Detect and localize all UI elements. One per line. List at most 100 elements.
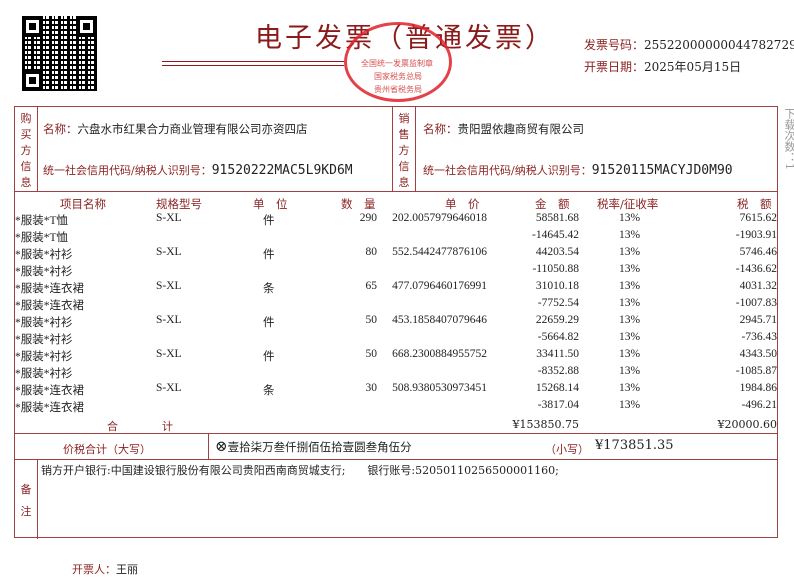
cell-rate: 13%: [619, 331, 641, 343]
cell-name: *服装*衬衫: [15, 334, 73, 346]
cell-qty: 290: [359, 212, 377, 224]
cell-amount: 33411.50: [536, 348, 579, 360]
cell-amount: 22659.29: [535, 314, 579, 326]
cell-name: *服装*T恤: [15, 232, 69, 244]
grand-total-small-label: （小写）: [545, 443, 589, 456]
cell-tax: -496.21: [741, 399, 777, 411]
cell-price: 668.2300884955752: [392, 348, 487, 360]
cell-name: *服装*连衣裙: [15, 385, 84, 397]
issue-date-label: 开票日期：: [584, 60, 645, 74]
table-row: *服装*衬衫 S-XL 件 80 552.5442477876106 44203.54 13…: [15, 245, 779, 262]
cell-name: *服装*衬衫: [15, 351, 73, 363]
cell-name: *服装*连衣裙: [15, 300, 84, 312]
cell-tax: 1984.86: [739, 382, 777, 394]
cell-name: *服装*T恤: [15, 215, 69, 227]
table-row: *服装*衬衫 S-XL 件 50 453.1858407079646 22659.29 13…: [15, 313, 779, 330]
cell-qty: 80: [365, 246, 378, 258]
issue-date: 2025年05月15日: [644, 60, 742, 74]
cell-name: *服装*衬衫: [15, 317, 73, 329]
buyer-tax-id-label: 统一社会信用代码/纳税人识别号：: [43, 164, 212, 177]
table-row: *服装*连衣裙 S-XL 条 30 508.9380530973451 15268.14 1…: [15, 381, 779, 398]
cell-amount: -14645.42: [532, 229, 579, 241]
cell-spec: S-XL: [156, 382, 182, 394]
cell-rate: 13%: [619, 280, 641, 292]
remarks-label: 备注: [20, 483, 32, 518]
cell-tax: -1007.83: [735, 297, 777, 309]
cell-rate: 13%: [619, 348, 641, 360]
table-row: *服装*连衣裙 S-XL 条 65 477.0796460176991 31010.18 1…: [15, 279, 779, 296]
table-row: *服装*衬衫 -5664.82 13% -736.43: [15, 330, 779, 347]
cell-tax: 4031.32: [739, 280, 777, 292]
cell-tax: -1085.87: [735, 365, 777, 377]
download-count: 下载次数：1: [783, 108, 794, 170]
seal-middle-text: 国家税务总局: [374, 72, 422, 81]
issuer-name: 王丽: [116, 563, 138, 576]
cell-unit: 件: [263, 351, 275, 363]
buyer-section-label: 购买方信息: [20, 112, 32, 189]
grand-total-label: 价税合计（大写）: [63, 443, 151, 456]
table-row: *服装*衬衫 -11050.88 13% -1436.62: [15, 262, 779, 279]
total-amount: ¥153850.75: [512, 418, 579, 431]
seller-name: 贵阳盟依趣商贸有限公司: [457, 122, 585, 136]
cell-amount: 44203.54: [535, 246, 579, 258]
cell-amount: -7752.54: [537, 297, 579, 309]
seal-bottom-text: 贵州省税务局: [374, 85, 422, 94]
cell-amount: -11050.88: [532, 263, 579, 275]
cell-rate: 13%: [619, 399, 641, 411]
invoice-number: 25522000000044782729: [644, 38, 794, 52]
col-unit: 单 位: [253, 197, 288, 211]
cell-rate: 13%: [619, 297, 641, 309]
cell-name: *服装*衬衫: [15, 266, 73, 278]
cell-unit: 条: [263, 283, 275, 295]
cell-tax: -736.43: [741, 331, 777, 343]
remarks-text: 销方开户银行:中国建设银行股份有限公司贵阳西南商贸城支行; 银行账号:52050…: [41, 464, 559, 477]
cell-amount: -8352.88: [537, 365, 579, 377]
cell-name: *服装*衬衫: [15, 368, 73, 380]
official-seal: 全国统一发票监制章 国家税务总局 贵州省税务局: [344, 22, 452, 102]
cell-amount: -3817.04: [537, 399, 579, 411]
cell-unit: 件: [263, 317, 275, 329]
cell-unit: 件: [263, 249, 275, 261]
table-row: *服装*衬衫 S-XL 件 50 668.2300884955752 33411.50 13…: [15, 347, 779, 364]
cell-rate: 13%: [619, 263, 641, 275]
cell-amount: 31010.18: [535, 280, 579, 292]
table-row: *服装*连衣裙 -3817.04 13% -496.21: [15, 398, 779, 415]
buyer-name: 六盘水市红果合力商业管理有限公司亦资四店: [77, 122, 308, 136]
cell-tax: 2945.71: [739, 314, 777, 326]
seller-name-label: 名称：: [423, 122, 458, 136]
cell-rate: 13%: [619, 246, 641, 258]
title-underline: [162, 61, 344, 66]
col-rate: 税率/征收率: [597, 197, 659, 211]
table-row: *服装*T恤 -14645.42 13% -1903.91: [15, 228, 779, 245]
cell-price: 552.5442477876106: [392, 246, 487, 258]
cell-qty: 65: [365, 280, 378, 292]
cell-name: *服装*连衣裙: [15, 402, 84, 414]
cell-unit: 条: [263, 385, 275, 397]
table-row: *服装*连衣裙 -7752.54 13% -1007.83: [15, 296, 779, 313]
cell-tax: -1436.62: [735, 263, 777, 275]
cell-price: 508.9380530973451: [392, 382, 487, 394]
seller-tax-id-label: 统一社会信用代码/纳税人识别号：: [423, 164, 592, 177]
cell-tax: 5746.46: [739, 246, 777, 258]
cell-tax: 7615.62: [739, 212, 777, 224]
grand-total-words: 壹拾柒万叁仟捌佰伍拾壹圆叁角伍分: [227, 440, 412, 454]
cell-rate: 13%: [619, 212, 641, 224]
total-tax: ¥20000.60: [717, 418, 778, 431]
seller-tax-id: 91520115MACYJD0M90: [591, 163, 733, 178]
table-row: *服装*T恤 S-XL 件 290 202.0057979646018 58581.68 1…: [15, 211, 779, 228]
totals-label: 合 计: [107, 420, 173, 433]
cell-spec: S-XL: [156, 348, 182, 360]
invoice-number-label: 发票号码：: [584, 38, 645, 52]
cell-amount: 58581.68: [535, 212, 579, 224]
issuer-label: 开票人：: [72, 563, 116, 576]
cell-name: *服装*衬衫: [15, 249, 73, 261]
grand-total-figures: ¥173851.35: [595, 438, 674, 453]
table-header: 项目名称 规格型号 单 位 数 量 单 价 金 额 税率/征收率 税 额: [15, 195, 779, 212]
col-name: 项目名称: [60, 197, 106, 211]
cell-rate: 13%: [619, 229, 641, 241]
cell-rate: 13%: [619, 314, 641, 326]
col-tax: 税 额: [737, 197, 772, 211]
cell-qty: 50: [365, 348, 378, 360]
table-row: *服装*衬衫 -8352.88 13% -1085.87: [15, 364, 779, 381]
invoice-table: 购买方信息 名称： 六盘水市红果合力商业管理有限公司亦资四店 统一社会信用代码/纳…: [14, 106, 779, 539]
